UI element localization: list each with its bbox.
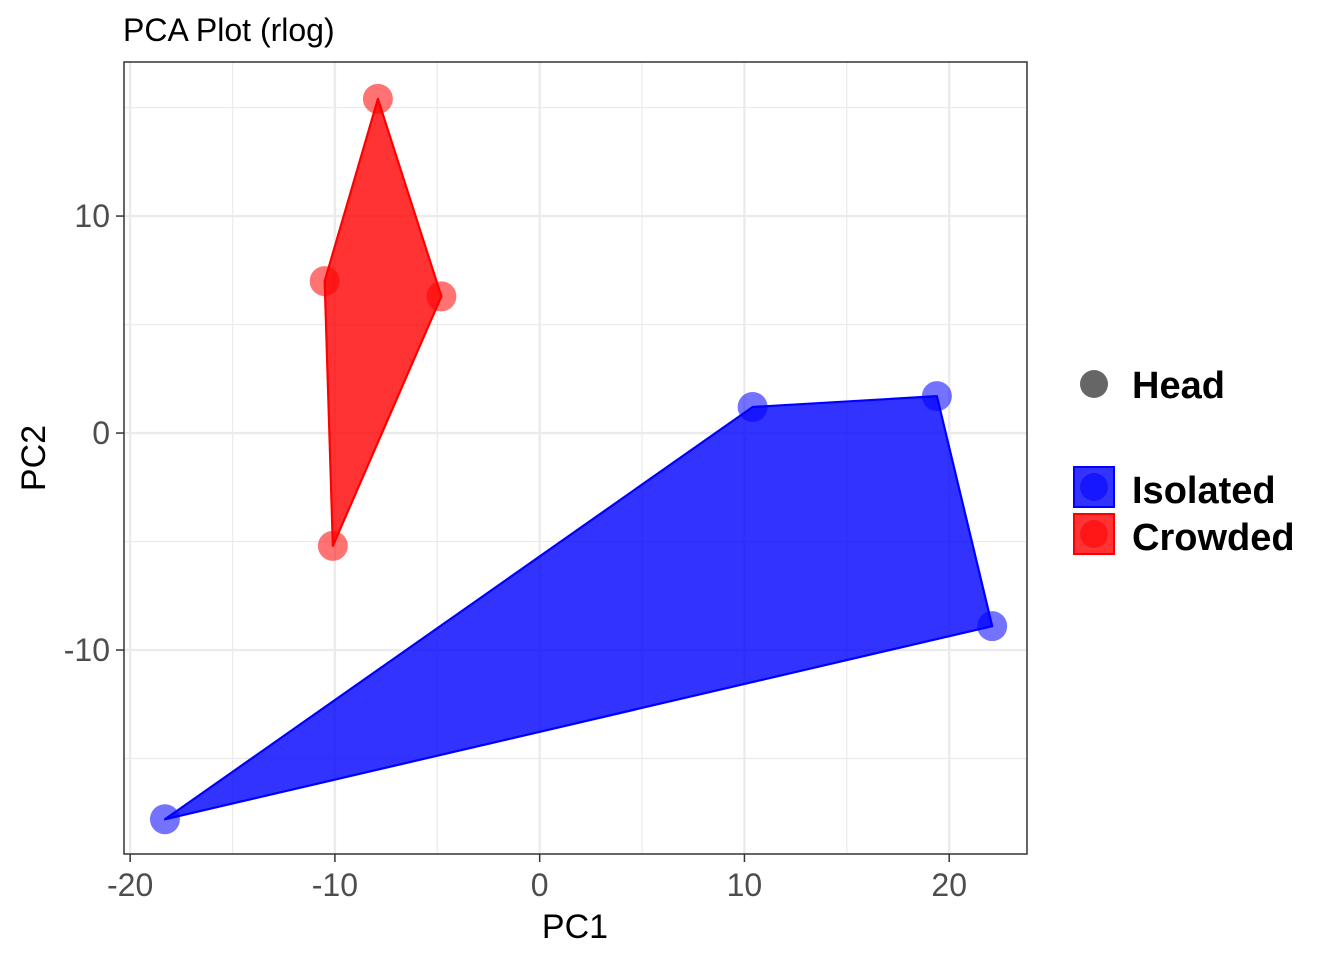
chart-title: PCA Plot (rlog) bbox=[123, 12, 335, 48]
legend-item-isolated: Isolated bbox=[1073, 466, 1276, 512]
legend-head-label: Head bbox=[1132, 365, 1225, 407]
point-isolated bbox=[977, 611, 1008, 642]
y-axis-title: PC2 bbox=[15, 425, 53, 491]
data-points bbox=[149, 83, 1008, 835]
legend-label-crowded: Crowded bbox=[1132, 517, 1295, 559]
point-isolated bbox=[921, 381, 952, 412]
plot-border bbox=[123, 61, 1028, 855]
x-tick-label: -20 bbox=[107, 867, 153, 903]
x-tick-label: 10 bbox=[727, 867, 763, 903]
y-tick-label: 0 bbox=[92, 415, 110, 451]
x-tick-label: 0 bbox=[531, 867, 549, 903]
point-crowded bbox=[317, 530, 348, 561]
legend-label-isolated: Isolated bbox=[1132, 470, 1276, 512]
legend-dot-crowded bbox=[1080, 520, 1108, 548]
point-isolated bbox=[149, 804, 180, 835]
point-isolated bbox=[737, 392, 768, 423]
point-crowded bbox=[426, 281, 457, 312]
legend-dot-isolated bbox=[1080, 473, 1108, 501]
y-tick-label: -10 bbox=[64, 632, 110, 668]
x-axis-title: PC1 bbox=[542, 908, 608, 946]
x-tick-label: 20 bbox=[931, 867, 967, 903]
legend-head-dot bbox=[1080, 370, 1108, 398]
x-tick-label: -10 bbox=[312, 867, 358, 903]
axes: -20 -10 0 10 20 -10 0 10 bbox=[64, 198, 967, 903]
point-crowded bbox=[362, 83, 393, 114]
legend: Head Isolated Crowded bbox=[1073, 365, 1295, 559]
point-crowded bbox=[309, 266, 340, 297]
y-tick-label: 10 bbox=[74, 198, 110, 234]
legend-item-crowded: Crowded bbox=[1073, 513, 1295, 559]
